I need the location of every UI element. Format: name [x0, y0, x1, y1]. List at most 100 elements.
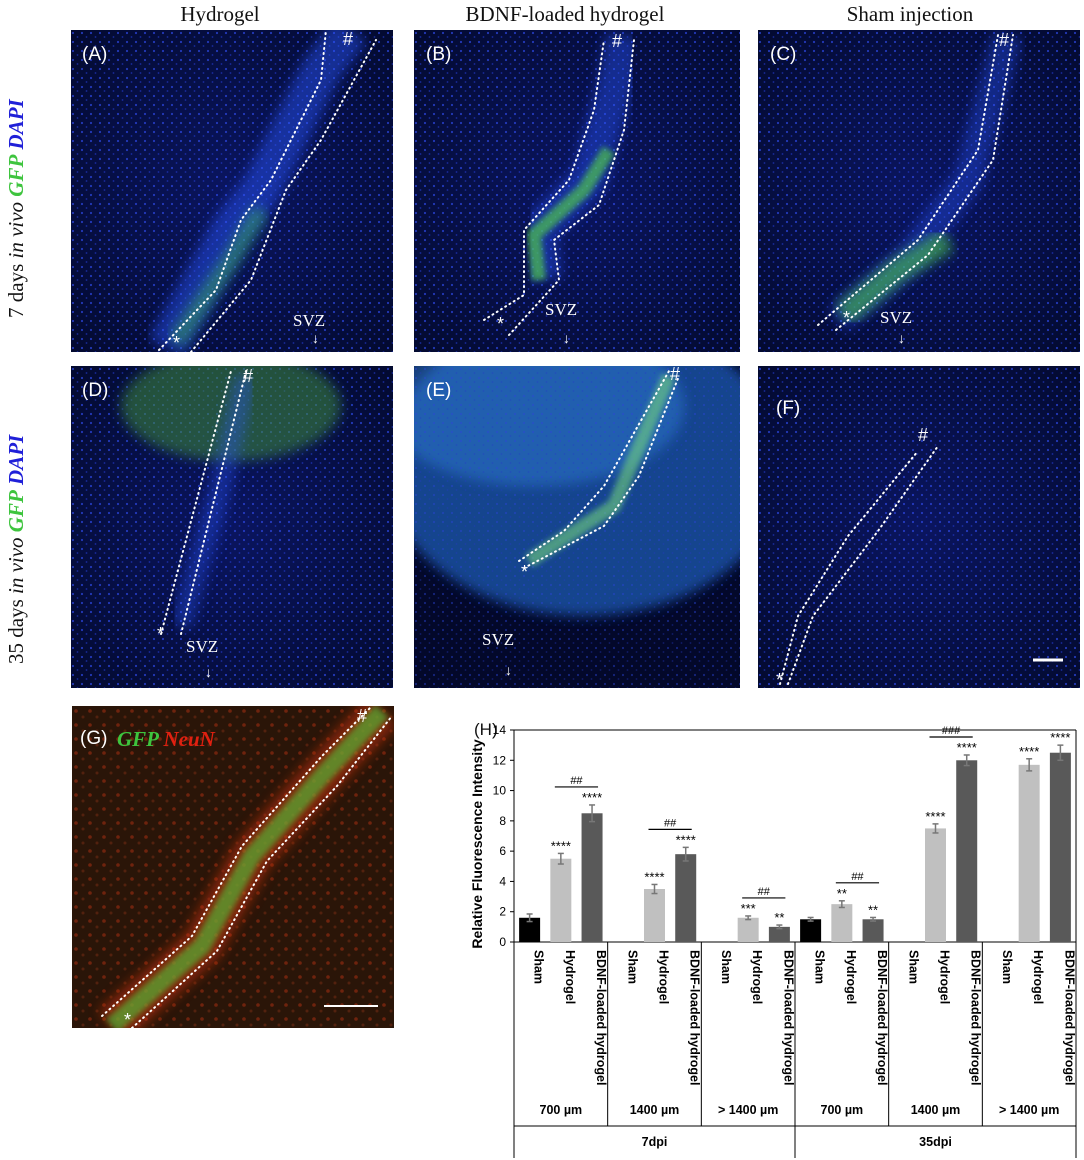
micrograph-panel-c	[758, 30, 1080, 352]
category-label: Hydrogel	[938, 950, 952, 1004]
micrograph-panel-e	[414, 366, 740, 688]
svz-label-a: SVZ	[293, 311, 326, 330]
bar	[1018, 764, 1040, 942]
category-label: Sham	[906, 950, 920, 984]
significance-label: ****	[551, 838, 571, 853]
significance-label: ****	[644, 869, 664, 884]
distance-label: 700 µm	[821, 1103, 864, 1117]
bar	[644, 889, 665, 942]
stain-legend-g: GFP NeuN	[117, 727, 215, 751]
significance-label: ****	[925, 809, 945, 824]
arrow-down-icon: ↓	[898, 330, 905, 346]
category-label: BDNF-loaded hydrogel	[594, 950, 608, 1085]
column-title-hydrogel: Hydrogel	[180, 2, 260, 26]
distance-label: 1400 µm	[911, 1103, 961, 1117]
bar	[737, 917, 759, 942]
significance-label: ****	[1019, 744, 1039, 759]
significance-label: **	[774, 910, 784, 925]
bar	[800, 919, 822, 942]
hash-marker-e: #	[670, 364, 681, 384]
y-tick-label: 0	[499, 935, 506, 949]
y-tick-label: 6	[499, 844, 506, 858]
y-tick-label: 8	[499, 814, 506, 828]
star-marker-f: *	[776, 670, 784, 690]
y-tick-label: 10	[493, 784, 507, 798]
bar	[768, 926, 790, 942]
category-label: Sham	[719, 950, 733, 984]
micrograph-panel-f	[758, 366, 1080, 688]
hash-marker-b: #	[612, 31, 623, 51]
row-label-7-days: 7 days in vivo GFP DAPI	[4, 99, 28, 318]
micrograph-panel-g	[72, 706, 394, 1028]
category-label: Sham	[625, 950, 639, 984]
panel-label-b: (B)	[426, 44, 452, 65]
hash-marker-d: #	[243, 366, 254, 386]
bar	[925, 828, 946, 942]
y-tick-label: 2	[499, 905, 506, 919]
category-label: BDNF-loaded hydrogel	[1062, 950, 1076, 1085]
star-marker-c: *	[843, 308, 851, 328]
category-label: BDNF-loaded hydrogel	[875, 950, 889, 1085]
significance-label: ****	[957, 740, 977, 755]
column-title-sham: Sham injection	[846, 2, 974, 26]
micrograph-panel-b	[414, 30, 740, 352]
arrow-down-icon: ↓	[312, 330, 319, 346]
y-axis-title: Relative Fluorescence Intensity	[469, 739, 485, 949]
category-label: Sham	[1000, 950, 1014, 984]
panel-label-e: (E)	[426, 380, 452, 401]
star-marker-g: *	[124, 1010, 132, 1030]
arrow-down-icon: ↓	[205, 664, 212, 680]
bar	[1049, 752, 1071, 942]
bar	[675, 854, 697, 942]
hash-marker-f: #	[918, 425, 929, 445]
category-label: BDNF-loaded hydrogel	[969, 950, 983, 1085]
micrograph-panel-d	[71, 366, 393, 688]
bar	[831, 904, 853, 942]
category-label: Sham	[813, 950, 827, 984]
distance-label: 700 µm	[540, 1103, 583, 1117]
timepoint-label: 7dpi	[642, 1135, 668, 1149]
bar-chart: 0 2 4 6 8 10 12 14 Relative Fluorescence Intensi…	[469, 723, 1077, 1158]
hash-marker-a: #	[343, 29, 354, 49]
panel-label-f: (F)	[776, 398, 801, 419]
comparison-label: ##	[758, 886, 771, 898]
panel-label-d: (D)	[82, 380, 109, 401]
category-label: Sham	[532, 950, 546, 984]
y-tick-label: 4	[499, 874, 506, 888]
category-label: BDNF-loaded hydrogel	[688, 950, 702, 1085]
arrow-down-icon: ↓	[563, 330, 570, 346]
timepoint-label: 35dpi	[919, 1135, 952, 1149]
distance-label: 1400 µm	[630, 1103, 680, 1117]
category-label: Hydrogel	[563, 950, 577, 1004]
y-tick-label: 14	[493, 723, 507, 737]
column-title-bdnf: BDNF-loaded hydrogel	[465, 2, 665, 26]
category-label: Hydrogel	[1031, 950, 1045, 1004]
panel-label-a: (A)	[82, 44, 108, 65]
svz-label-c: SVZ	[880, 308, 913, 327]
star-marker-d: *	[157, 624, 165, 644]
hash-marker-g: #	[357, 706, 368, 726]
hash-marker-c: #	[999, 30, 1010, 50]
comparison-label: ###	[942, 725, 961, 737]
significance-label: **	[868, 902, 878, 917]
row-label-35-days: 35 days in vivo GFP DAPI	[4, 434, 28, 664]
star-marker-b: *	[497, 314, 505, 334]
category-label: Hydrogel	[657, 950, 671, 1004]
category-label: Hydrogel	[844, 950, 858, 1004]
y-tick-label: 12	[493, 753, 507, 767]
bar	[550, 858, 572, 942]
comparison-label: ##	[851, 871, 864, 883]
significance-label: **	[837, 886, 847, 901]
significance-label: ****	[676, 832, 696, 847]
svz-label-b: SVZ	[545, 300, 578, 319]
category-label: BDNF-loaded hydrogel	[781, 950, 795, 1085]
comparison-label: ##	[664, 817, 677, 829]
star-marker-a: *	[173, 333, 181, 353]
category-label: Hydrogel	[750, 950, 764, 1004]
panel-label-g: (G)	[80, 728, 108, 749]
arrow-down-icon: ↓	[505, 662, 512, 678]
bar	[862, 919, 884, 942]
svz-label-d: SVZ	[186, 637, 219, 656]
star-marker-e: *	[521, 562, 529, 582]
comparison-label: ##	[570, 775, 583, 787]
